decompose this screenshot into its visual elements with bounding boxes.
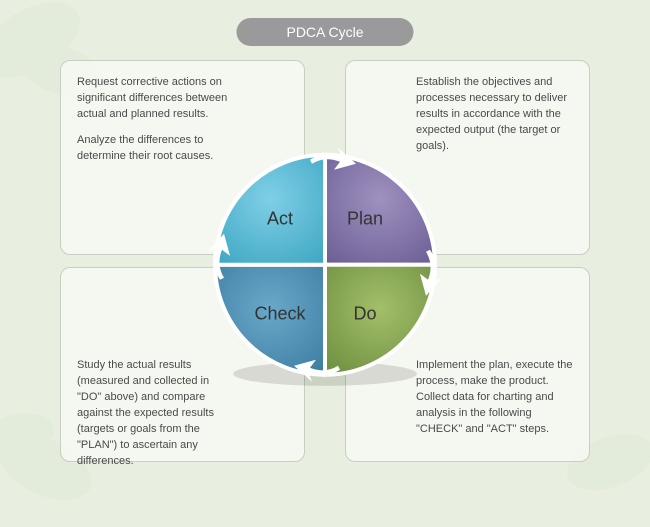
page-title: PDCA Cycle	[236, 18, 413, 46]
label-plan: Plan	[347, 209, 383, 229]
segment-do	[325, 265, 435, 375]
label-do: Do	[353, 304, 376, 324]
pdca-wheel: Plan Do Check Act	[210, 150, 440, 380]
label-act: Act	[267, 209, 293, 229]
card-act-text-1: Request corrective actions on significan…	[77, 75, 234, 123]
label-check: Check	[254, 304, 306, 324]
card-plan-text: Establish the objectives and processes n…	[416, 75, 573, 155]
